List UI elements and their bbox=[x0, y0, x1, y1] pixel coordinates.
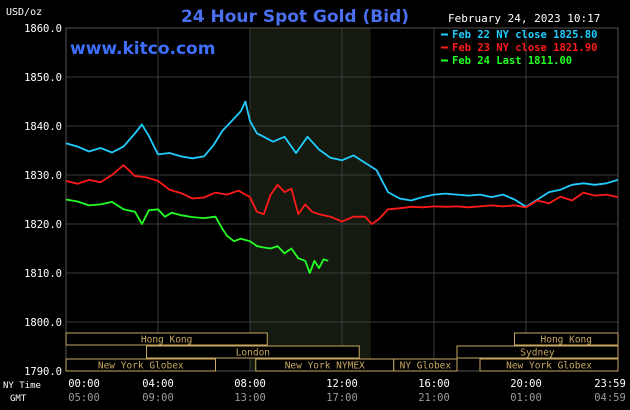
market-session-box bbox=[514, 332, 619, 346]
x-tick-label-gmt: 21:00 bbox=[418, 392, 450, 404]
y-tick-label: 1800.0 bbox=[24, 317, 62, 329]
x-tick-label-gmt: 05:00 bbox=[68, 392, 100, 404]
y-tick-label: 1840.0 bbox=[24, 121, 62, 133]
y-tick-label: 1850.0 bbox=[24, 72, 62, 84]
y-tick-label: 1860.0 bbox=[24, 23, 62, 35]
y-tick-label: 1820.0 bbox=[24, 219, 62, 231]
market-session-box bbox=[456, 345, 619, 359]
x-tick-label-gmt: 17:00 bbox=[326, 392, 358, 404]
x-tick-label-gmt: 09:00 bbox=[142, 392, 174, 404]
x-tick-label-ny: 12:00 bbox=[326, 378, 358, 390]
x-axis-ticks: 00:00 05:00 04:00 09:00 08:00 13:00 12:00 17:00… bbox=[68, 378, 626, 404]
x-tick-label-ny: 23:59 bbox=[594, 378, 626, 390]
site-url: www.kitco.com bbox=[70, 39, 215, 59]
x-tick-label-gmt: 13:00 bbox=[234, 392, 266, 404]
x-tick-label-gmt: 04:59 bbox=[594, 392, 626, 404]
series-lines bbox=[65, 100, 619, 274]
market-session-box bbox=[65, 358, 216, 372]
market-session-label: NY Globex bbox=[400, 361, 452, 372]
y-tick-label: 1790.0 bbox=[24, 366, 62, 378]
legend-entry: Feb 22 NY close 1825.80 bbox=[452, 29, 597, 41]
x-tick-label-ny: 00:00 bbox=[68, 378, 100, 390]
market-session-box bbox=[393, 358, 458, 372]
market-session-label: Hong Kong bbox=[541, 335, 592, 346]
market-session-label: New York NYMEX bbox=[285, 361, 365, 372]
x-tick-label-gmt: 01:00 bbox=[510, 392, 542, 404]
x-tick-label-ny: 04:00 bbox=[142, 378, 174, 390]
x-tick-label-ny: 08:00 bbox=[234, 378, 266, 390]
unit-label: USD/oz bbox=[6, 7, 42, 18]
market-session-label: Sydney bbox=[520, 348, 555, 359]
chart-title: 24 Hour Spot Gold (Bid) bbox=[181, 7, 409, 27]
market-session-box bbox=[65, 332, 268, 346]
x-tick-label-ny: 16:00 bbox=[418, 378, 450, 390]
series-line bbox=[65, 198, 329, 274]
series-line bbox=[65, 100, 619, 208]
market-session-label: New York Globex bbox=[98, 361, 184, 372]
market-session-label: Hong Kong bbox=[141, 335, 192, 346]
market-session-box bbox=[146, 345, 360, 359]
ny-time-label: NY Time bbox=[3, 381, 41, 391]
market-session-label: London bbox=[236, 348, 270, 359]
market-session-box bbox=[479, 358, 619, 372]
market-session-label: New York Globex bbox=[506, 361, 592, 372]
gmt-label: GMT bbox=[10, 394, 27, 404]
series-line bbox=[65, 164, 618, 225]
y-tick-label: 1810.0 bbox=[24, 268, 62, 280]
y-axis-ticks: 1790.0 1800.0 1810.0 1820.0 1830.0 1840.0 1850… bbox=[24, 23, 62, 378]
datetime-label: February 24, 2023 10:17 bbox=[448, 12, 600, 25]
y-tick-label: 1830.0 bbox=[24, 170, 62, 182]
night-shaded-region bbox=[250, 28, 371, 371]
legend-entry: Feb 23 NY close 1821.90 bbox=[452, 42, 597, 54]
x-tick-label-ny: 20:00 bbox=[510, 378, 542, 390]
market-sessions: Hong Kong London New York Globex New York N… bbox=[65, 332, 619, 372]
legend-entry: Feb 24 Last 1811.00 bbox=[452, 55, 572, 67]
